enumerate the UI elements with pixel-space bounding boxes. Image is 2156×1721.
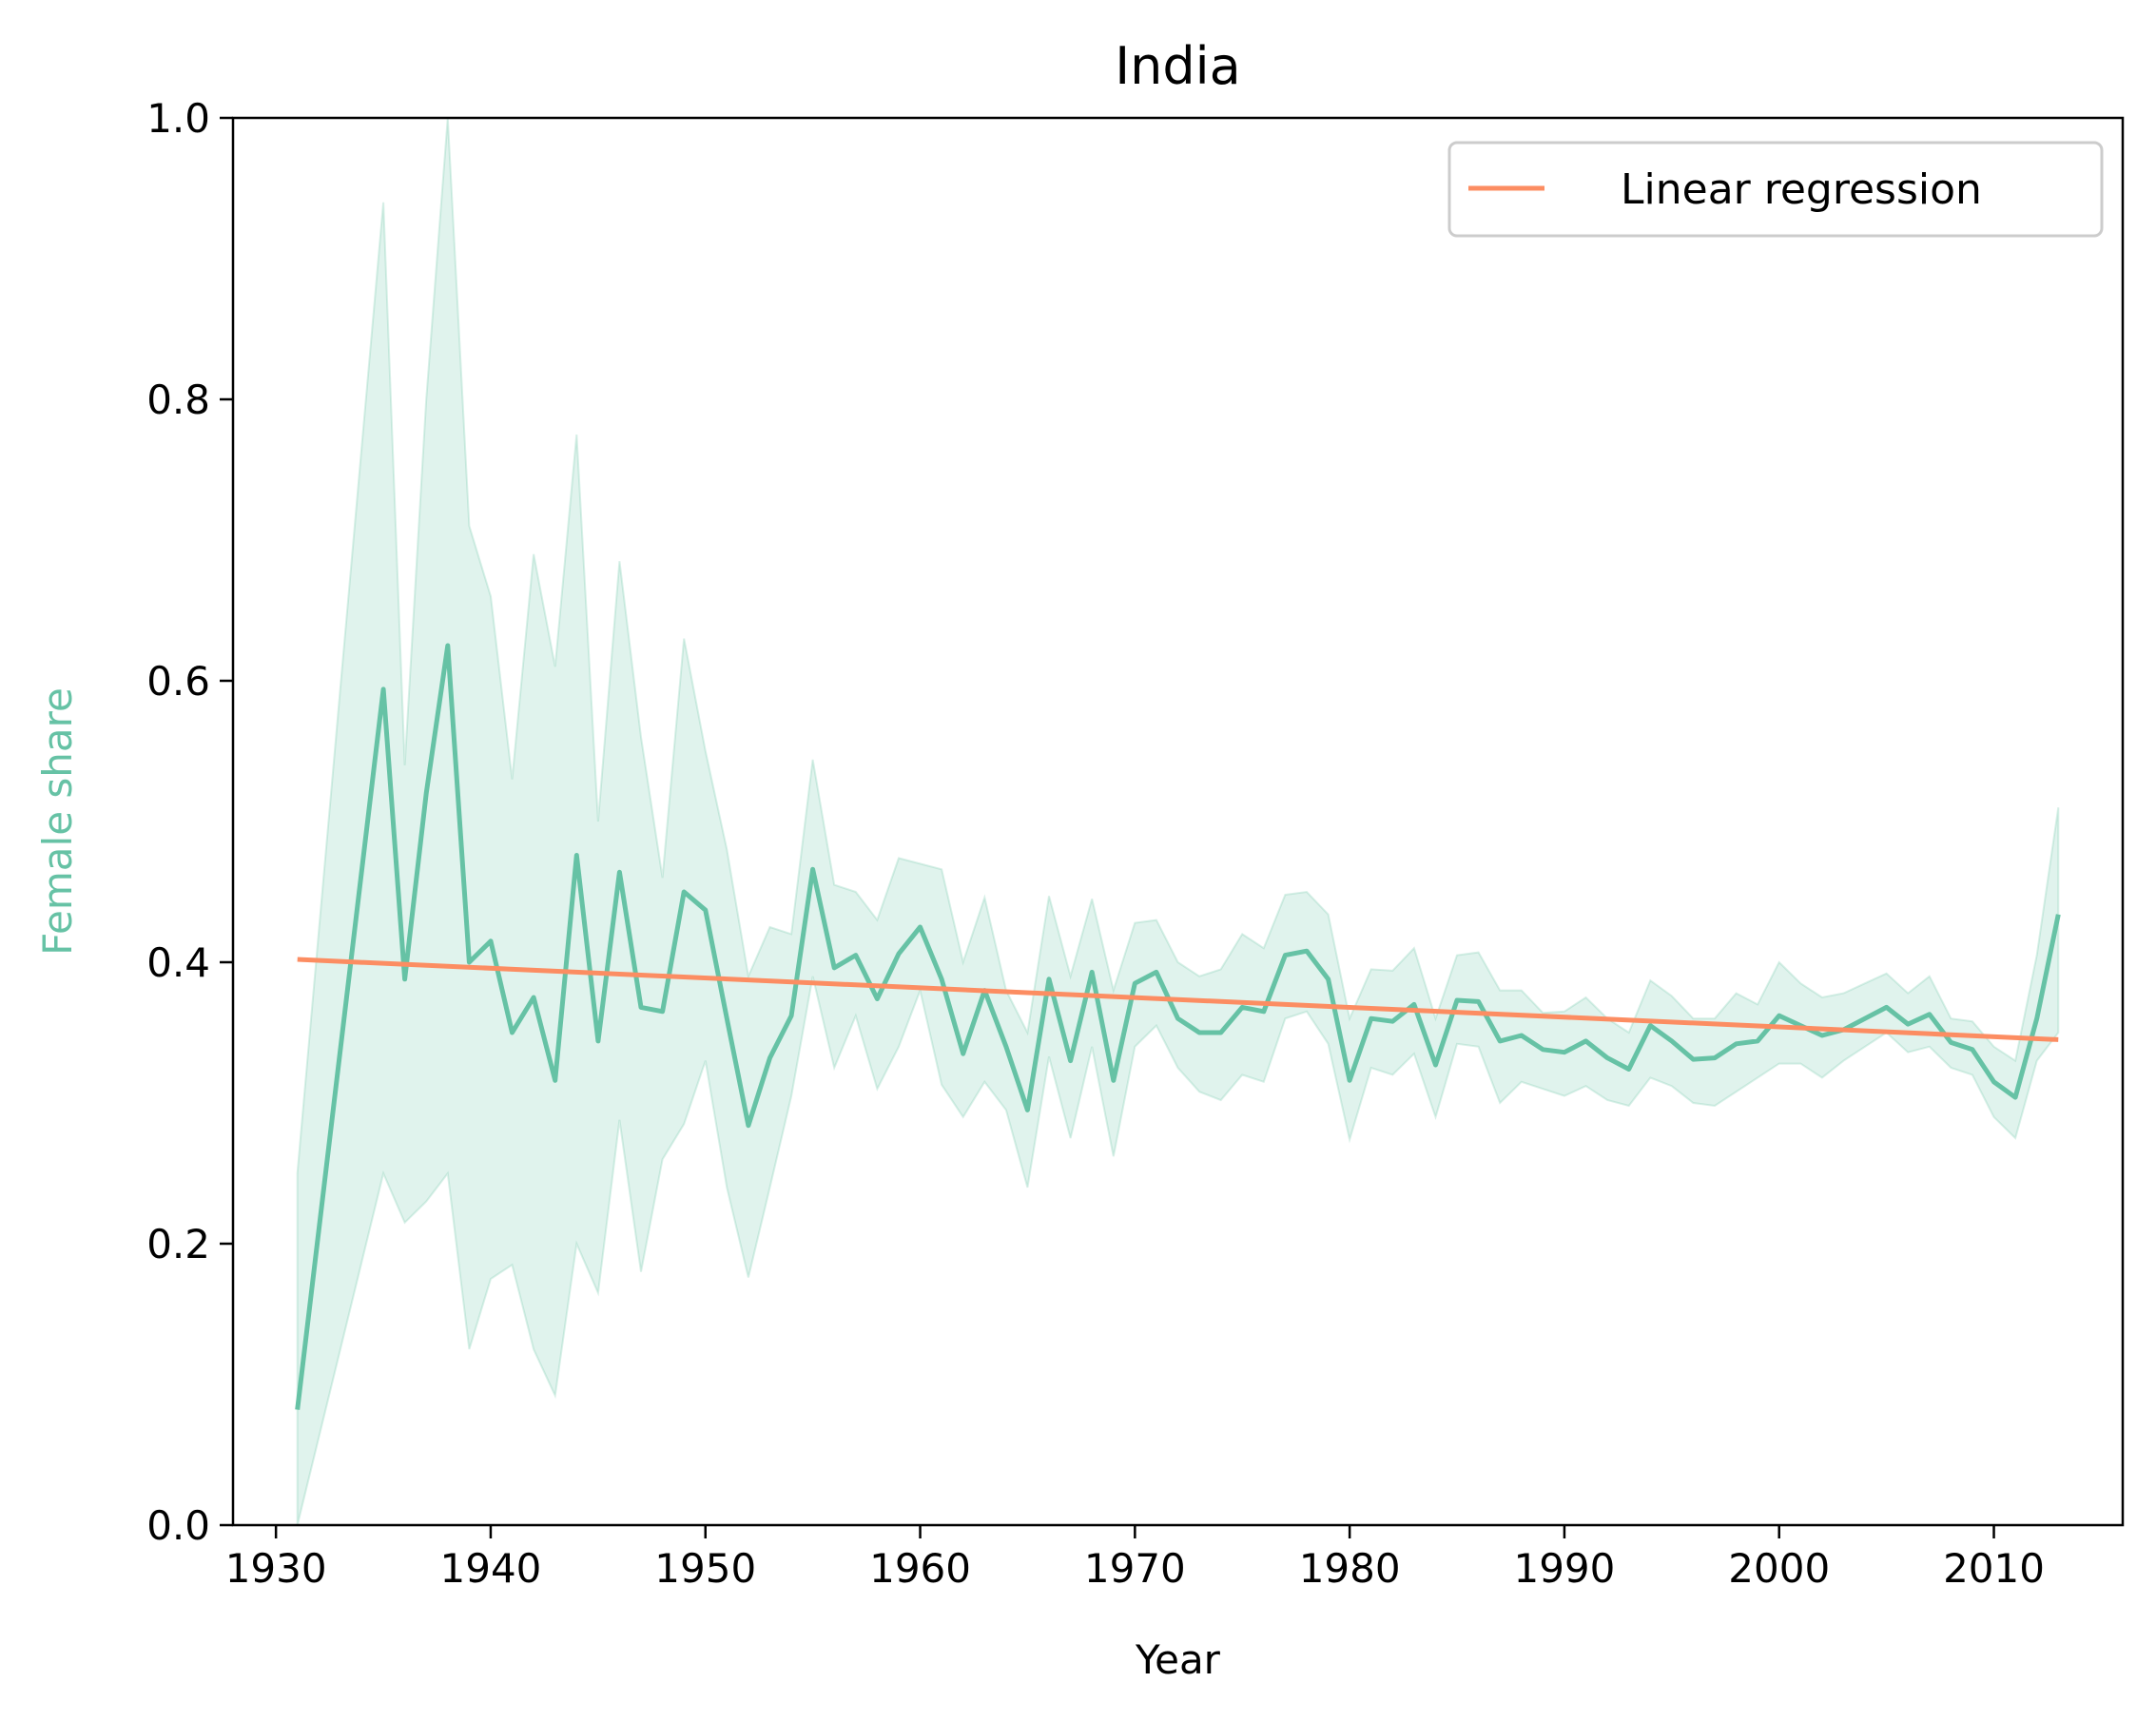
x-axis-label: Year <box>1135 1636 1221 1683</box>
x-tick-label: 2010 <box>1943 1545 2045 1592</box>
ticks-layer: 1930 1940 1950 1960 1970 1980 1990 2000 2010 0.0 0… <box>146 95 2045 1592</box>
axes-layer <box>231 116 2125 1527</box>
x-tick-label: 1980 <box>1299 1545 1401 1592</box>
x-tick-label: 2000 <box>1728 1545 1830 1592</box>
x-tick-label: 1970 <box>1084 1545 1186 1592</box>
main-series-layer <box>295 643 2061 1410</box>
y-tick-label: 0.2 <box>146 1221 210 1267</box>
legend-frame <box>1447 141 2104 238</box>
x-tick-label: 1990 <box>1513 1545 1615 1592</box>
chart-title: India <box>1115 36 1241 96</box>
x-tick-label: 1960 <box>869 1545 971 1592</box>
female-share-line <box>295 643 2061 1410</box>
x-tick-label: 1930 <box>225 1545 327 1592</box>
legend-label-linear-regression: Linear regression <box>1621 165 1982 214</box>
y-axis-label: Female share <box>34 687 81 956</box>
x-tick-label: 1950 <box>654 1545 756 1592</box>
confidence-band <box>296 117 2060 1526</box>
y-tick-label: 0.4 <box>146 939 210 986</box>
legend: Linear regression <box>1447 141 2104 238</box>
regression-line <box>297 957 2059 1042</box>
confidence-band-layer <box>296 117 2060 1526</box>
plot-frame <box>231 116 2125 1527</box>
y-tick-label: 0.8 <box>146 377 210 423</box>
y-tick-label: 0.6 <box>146 658 210 705</box>
regression-series-layer <box>297 957 2059 1042</box>
y-tick-label: 0.0 <box>146 1502 210 1549</box>
y-tick-label: 1.0 <box>146 95 210 142</box>
x-tick-label: 1940 <box>440 1545 542 1592</box>
